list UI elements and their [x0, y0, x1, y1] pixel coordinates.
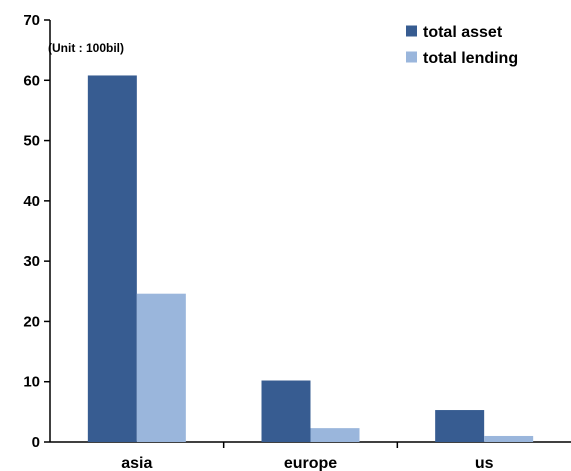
bar-total-lending-asia [136, 293, 186, 442]
bar-total-lending-us [484, 435, 534, 442]
unit-note: (Unit : 100bil) [48, 41, 124, 55]
bars [87, 75, 534, 442]
x-category-label: us [475, 455, 494, 471]
y-tick-label: 10 [23, 374, 40, 391]
bar-total-lending-europe [310, 428, 360, 442]
legend-swatch [406, 51, 417, 63]
y-axis: 0 10 20 30 40 50 60 70 [23, 12, 51, 451]
bar-total-asset-europe [261, 380, 311, 442]
x-axis: asia europe us [50, 441, 571, 471]
y-tick-label: 50 [23, 133, 40, 150]
x-category-label: asia [121, 455, 152, 471]
bar-total-asset-us [435, 410, 485, 442]
legend-label: total asset [423, 24, 503, 41]
y-tick-label: 70 [23, 12, 40, 29]
y-tick-label: 40 [23, 193, 40, 210]
y-tick-label: 0 [32, 434, 40, 451]
bar-total-asset-asia [87, 75, 137, 442]
x-category-label: europe [284, 455, 337, 471]
y-tick-label: 60 [23, 72, 40, 89]
legend-swatch [406, 25, 417, 37]
y-tick-label: 20 [23, 313, 40, 330]
y-tick-label: 30 [23, 253, 40, 270]
legend-label: total lending [423, 50, 518, 67]
legend: total asset total lending [406, 24, 518, 67]
